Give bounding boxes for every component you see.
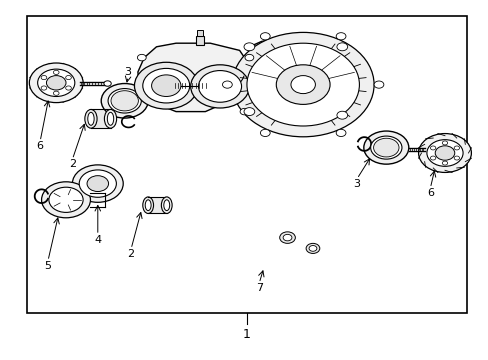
Circle shape <box>65 76 71 80</box>
Circle shape <box>453 156 459 160</box>
Text: 3: 3 <box>353 179 360 189</box>
Text: 6: 6 <box>37 141 43 151</box>
Circle shape <box>453 146 459 150</box>
Ellipse shape <box>145 200 151 211</box>
Ellipse shape <box>85 109 97 128</box>
Circle shape <box>441 141 447 145</box>
Circle shape <box>53 70 59 75</box>
Circle shape <box>49 187 83 212</box>
Circle shape <box>373 81 383 88</box>
Circle shape <box>41 86 47 90</box>
Bar <box>195 36 204 45</box>
Circle shape <box>260 33 269 40</box>
Circle shape <box>46 76 66 90</box>
Circle shape <box>429 146 435 150</box>
Circle shape <box>101 84 148 118</box>
Circle shape <box>103 81 111 86</box>
Circle shape <box>79 170 116 197</box>
Text: 6: 6 <box>426 188 433 198</box>
Text: 5: 5 <box>44 261 51 271</box>
Circle shape <box>72 165 123 202</box>
Circle shape <box>87 176 108 192</box>
Bar <box>27 16 466 313</box>
Circle shape <box>305 243 319 253</box>
Circle shape <box>65 86 71 90</box>
Ellipse shape <box>163 200 169 211</box>
Ellipse shape <box>107 112 113 125</box>
Circle shape <box>240 108 248 115</box>
Bar <box>197 30 203 36</box>
Circle shape <box>441 161 447 165</box>
Circle shape <box>29 63 83 103</box>
Ellipse shape <box>161 197 172 213</box>
Text: 7: 7 <box>255 283 262 293</box>
Circle shape <box>426 140 462 166</box>
Circle shape <box>290 76 315 94</box>
Circle shape <box>244 54 253 61</box>
Circle shape <box>283 234 291 241</box>
Circle shape <box>373 138 398 157</box>
Bar <box>148 197 166 213</box>
Polygon shape <box>138 43 249 112</box>
Text: 1: 1 <box>243 328 250 341</box>
Circle shape <box>276 65 329 104</box>
Polygon shape <box>249 38 342 128</box>
Circle shape <box>142 68 189 103</box>
Circle shape <box>246 43 359 126</box>
Circle shape <box>53 91 59 95</box>
Text: 4: 4 <box>94 235 101 245</box>
Circle shape <box>244 43 254 51</box>
Circle shape <box>38 69 75 96</box>
Circle shape <box>279 232 295 243</box>
Text: 2: 2 <box>69 159 76 169</box>
Circle shape <box>222 81 232 88</box>
Bar <box>91 109 110 128</box>
Circle shape <box>151 75 181 96</box>
Circle shape <box>108 89 141 113</box>
Circle shape <box>336 33 346 40</box>
Circle shape <box>244 108 254 116</box>
Circle shape <box>308 246 316 251</box>
Circle shape <box>336 129 345 136</box>
Circle shape <box>134 62 198 109</box>
Ellipse shape <box>104 109 117 128</box>
Circle shape <box>418 134 470 172</box>
Circle shape <box>370 136 401 159</box>
Text: 2: 2 <box>127 249 134 259</box>
Text: 3: 3 <box>124 67 131 77</box>
Circle shape <box>111 91 138 111</box>
Circle shape <box>434 146 454 160</box>
Circle shape <box>198 71 241 102</box>
Circle shape <box>41 182 90 218</box>
Ellipse shape <box>142 197 153 213</box>
Circle shape <box>336 111 347 119</box>
Circle shape <box>41 76 47 80</box>
Circle shape <box>429 156 435 160</box>
Ellipse shape <box>88 112 94 125</box>
Circle shape <box>137 54 146 61</box>
Circle shape <box>232 32 373 137</box>
Circle shape <box>260 129 269 136</box>
Circle shape <box>336 43 347 51</box>
Circle shape <box>363 131 408 164</box>
Circle shape <box>190 65 249 108</box>
